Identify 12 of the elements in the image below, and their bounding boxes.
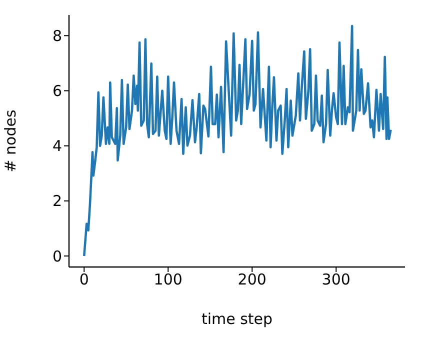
- x-tick-label: 300: [322, 270, 350, 289]
- x-tick-label: 200: [238, 270, 266, 289]
- y-tick-label: 6: [52, 82, 62, 100]
- x-tick-label: 100: [154, 270, 182, 289]
- x-axis-title: time step: [201, 310, 273, 328]
- y-axis-title: # nodes: [1, 110, 20, 172]
- y-tick-label: 2: [52, 192, 62, 210]
- x-tick-label: 0: [79, 270, 89, 289]
- y-tick-label: 4: [52, 137, 62, 156]
- line-series: [82, 24, 392, 258]
- y-tick-label: 8: [52, 26, 62, 45]
- y-tick-label: 0: [52, 247, 62, 266]
